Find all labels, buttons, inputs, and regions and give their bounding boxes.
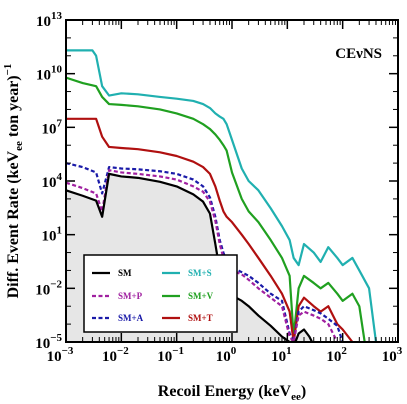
y-tick-label: 10−5 bbox=[35, 332, 62, 352]
x-tick-label: 103 bbox=[382, 345, 403, 365]
y-tick-label: 1010 bbox=[36, 64, 63, 84]
x-tick-label: 10−1 bbox=[157, 345, 184, 365]
x-tick-label: 10−3 bbox=[47, 345, 74, 365]
x-tick-label: 100 bbox=[216, 345, 237, 365]
y-tick-label: 10−2 bbox=[35, 278, 62, 298]
legend: SM SM+S SM+P SM+V SM+A SM+T bbox=[83, 254, 238, 333]
y-tick-label: 101 bbox=[42, 225, 63, 245]
legend-label-sm-a: SM+A bbox=[118, 313, 144, 323]
tick-label-layer: 10−3 10−2 10−1 100 101 102 103 10−5 10−2 101 104 10… bbox=[35, 10, 403, 365]
x-tick-label: 10−2 bbox=[102, 345, 129, 365]
legend-label-sm-p: SM+P bbox=[118, 291, 143, 301]
y-tick-label: 1013 bbox=[36, 10, 63, 30]
legend-label-sm-v: SM+V bbox=[188, 291, 214, 301]
tick-layer bbox=[65, 19, 399, 343]
y-tick-label: 107 bbox=[42, 117, 63, 137]
series-line-sm-v bbox=[66, 76, 366, 342]
series-line-sm-s bbox=[66, 49, 378, 342]
y-tick-label: 104 bbox=[42, 171, 63, 191]
x-tick-label: 102 bbox=[326, 345, 347, 365]
y-axis-title: Diff. Event Rate (keVee ton year)−1 bbox=[2, 64, 25, 299]
legend-box bbox=[83, 254, 238, 333]
series-line-sm-t bbox=[66, 117, 354, 342]
legend-label-sm: SM bbox=[118, 268, 132, 278]
series-line-sm-a bbox=[66, 162, 344, 342]
chart-annotation: CEνNS bbox=[335, 46, 382, 62]
x-axis-title: Recoil Energy (keVee) bbox=[158, 383, 306, 403]
x-tick-label: 101 bbox=[271, 345, 292, 365]
legend-label-sm-s: SM+S bbox=[188, 268, 212, 278]
legend-label-sm-t: SM+T bbox=[188, 313, 213, 323]
